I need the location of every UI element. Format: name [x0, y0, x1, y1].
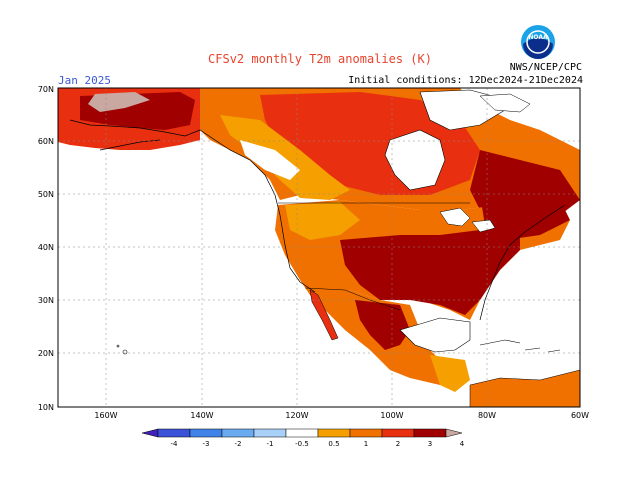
colorbar-swatch: [445, 428, 463, 438]
gulf-of-mexico: [399, 317, 471, 353]
colorbar-label: -0.5: [295, 440, 309, 448]
lat-label: 20N: [38, 349, 54, 358]
colorbar-swatch: [189, 428, 223, 438]
anomaly-region-northeast-strong: [480, 195, 570, 240]
lon-label: 80W: [478, 411, 496, 420]
anomaly-region-central-america: [430, 355, 470, 392]
colorbar-label: -4: [171, 440, 179, 448]
map-frame: [57, 87, 581, 408]
colorbar-swatch: [157, 428, 191, 438]
anomaly-region-usa-strong: [340, 220, 520, 315]
colorbar-swatch: [381, 428, 415, 438]
agency-label: NWS/NCEP/CPC: [509, 62, 582, 73]
svg-text:NOAA: NOAA: [528, 34, 548, 41]
country-borders: [278, 202, 470, 311]
lat-label: 70N: [38, 85, 54, 94]
colorbar-swatch: [413, 428, 447, 438]
anomaly-region-yukon-pale: [220, 115, 350, 200]
colorbar-label: 4: [460, 440, 465, 448]
graticule: [58, 88, 580, 407]
initial-conditions: Initial conditions: 12Dec2024-21Dec2024: [348, 75, 583, 86]
colorbar-label: 2: [396, 440, 400, 448]
lat-label: 40N: [38, 243, 54, 252]
anomaly-region-alaska-extreme: [88, 92, 150, 112]
map-title: CFSv2 monthly T2m anomalies (K): [208, 52, 432, 66]
hawaii-island: [116, 344, 120, 348]
lat-label: 50N: [38, 190, 54, 199]
coastline-west: [199, 129, 316, 293]
arctic-islands: [479, 93, 531, 113]
colorbar-swatch: [221, 428, 255, 438]
lon-label: 60W: [571, 411, 589, 420]
hawaii-island: [122, 349, 128, 355]
lon-label: 100W: [380, 411, 403, 420]
lat-label: 10N: [38, 403, 54, 412]
hudson-bay: [384, 129, 446, 191]
colorbar-swatch: [141, 428, 159, 438]
anomaly-region-yukon-neutral: [240, 140, 300, 180]
colorbar-swatch: [317, 428, 351, 438]
lon-label: 120W: [285, 411, 308, 420]
colorbar-swatch: [285, 428, 319, 438]
colorbar-label: -2: [235, 440, 242, 448]
lon-label: 160W: [94, 411, 117, 420]
forecast-month: Jan 2025: [58, 74, 111, 87]
colorbar-label: 1: [364, 440, 368, 448]
anomaly-region-mexico-strong: [355, 300, 410, 350]
colorbar-label: 0.5: [328, 440, 339, 448]
great-lakes: [439, 207, 496, 233]
coastline-east: [479, 204, 566, 321]
colorbar-swatch: [349, 428, 383, 438]
colorbar-swatch: [253, 428, 287, 438]
lat-label: 60N: [38, 137, 54, 146]
colorbar-label: -1: [267, 440, 274, 448]
anomaly-region-south-america: [469, 369, 580, 407]
anomaly-region-usa-pale: [285, 202, 360, 240]
caribbean-islands: [479, 339, 561, 353]
lon-label: 140W: [190, 411, 213, 420]
colorbar-label: -3: [203, 440, 210, 448]
greenland-land: [419, 89, 506, 131]
lat-label: 30N: [38, 296, 54, 305]
colorbar-label: 3: [428, 440, 432, 448]
baja-california: [309, 289, 339, 341]
noaa-logo-icon: NOAA: [521, 25, 555, 59]
colorbar: -4 -3 -2 -1 -0.5 0.5 1 2 3 4: [141, 428, 465, 448]
